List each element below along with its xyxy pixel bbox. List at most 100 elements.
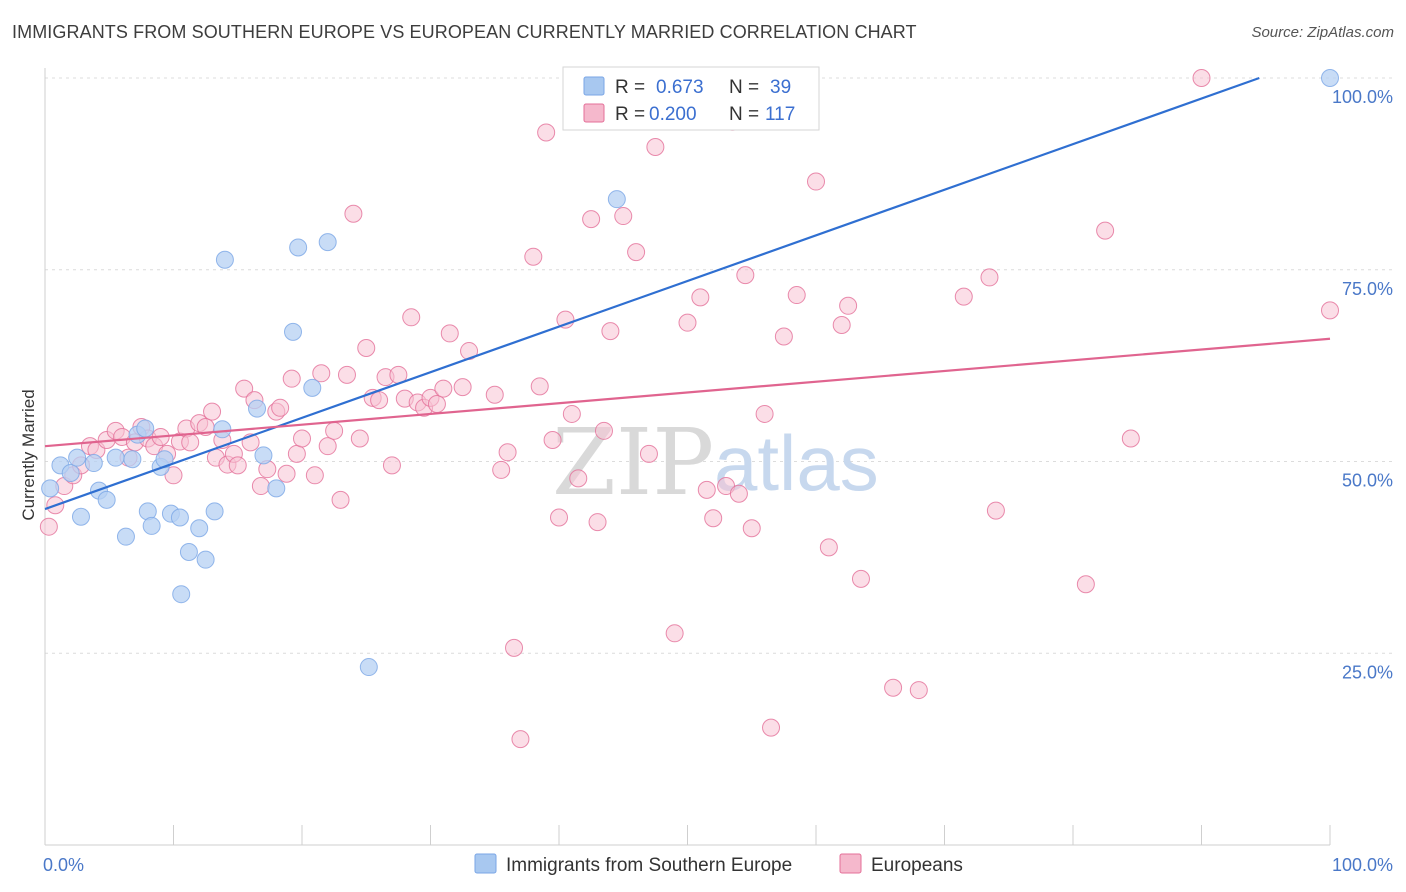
legend-r-label-pink: R =	[615, 104, 645, 125]
y-tick-label-0: 25.0%	[1342, 662, 1393, 682]
point-europeans-61	[440, 324, 459, 343]
legend-n-label-blue: N =	[729, 77, 759, 98]
point-europeans-52	[382, 456, 401, 475]
point-europeans-35	[271, 398, 290, 417]
legend-r-value-blue: 0.673	[656, 77, 704, 98]
point-immigrants-7	[97, 490, 116, 509]
point-europeans-98	[787, 286, 806, 305]
point-europeans-48	[357, 338, 376, 357]
point-europeans-79	[594, 421, 613, 440]
series-legend: Immigrants from Southern Europe European…	[474, 853, 963, 876]
point-europeans-55	[402, 308, 421, 327]
point-europeans-29	[235, 379, 254, 398]
trend-line-immigrants	[44, 76, 1260, 511]
point-europeans-41	[312, 364, 331, 383]
point-immigrants-0	[41, 479, 60, 498]
y-tick-label-1: 50.0%	[1342, 471, 1393, 491]
point-europeans-67	[505, 638, 524, 657]
x-tick-label-1: 100.0%	[1332, 855, 1393, 875]
legend-r-value-pink: 0.200	[649, 104, 697, 125]
point-europeans-50	[370, 391, 389, 410]
legend-n-value-blue: 39	[770, 77, 791, 98]
point-europeans-107	[980, 268, 999, 287]
point-europeans-103	[851, 569, 870, 588]
point-europeans-45	[337, 365, 356, 384]
point-immigrants-4	[71, 507, 90, 526]
point-europeans-44	[331, 490, 350, 509]
point-europeans-113	[1321, 301, 1339, 320]
point-immigrants-10	[123, 450, 142, 469]
point-europeans-70	[530, 377, 549, 396]
tick-labels: 25.0% 50.0% 75.0% 100.0% 0.0% 100.0%	[43, 87, 1393, 875]
point-europeans-40	[305, 466, 324, 485]
point-europeans-94	[742, 519, 761, 538]
point-immigrants-18	[170, 508, 189, 527]
point-europeans-86	[678, 313, 697, 332]
point-immigrants-26	[248, 399, 267, 418]
point-europeans-47	[350, 429, 369, 448]
point-europeans-60	[434, 379, 453, 398]
point-immigrants-30	[289, 238, 308, 257]
point-europeans-69	[524, 247, 543, 266]
point-europeans-64	[485, 385, 504, 404]
y-tick-label-3: 100.0%	[1332, 87, 1393, 107]
point-europeans-106	[954, 287, 973, 306]
point-europeans-83	[639, 444, 658, 463]
point-immigrants-12	[136, 419, 155, 438]
chart-source: Source: ZipAtlas.com	[1251, 24, 1394, 41]
point-europeans-43	[325, 421, 344, 440]
point-immigrants-27	[254, 446, 273, 465]
point-europeans-75	[562, 404, 581, 423]
point-immigrants-9	[116, 527, 135, 546]
point-europeans-111	[1121, 429, 1140, 448]
point-immigrants-31	[303, 378, 322, 397]
x-tick-label-0: 0.0%	[43, 855, 84, 875]
point-europeans-78	[588, 513, 607, 532]
point-europeans-112	[1192, 69, 1211, 87]
bottom-legend-label-pink: Europeans	[871, 855, 963, 876]
point-immigrants-25	[215, 250, 234, 269]
point-immigrants-8	[106, 448, 125, 467]
bottom-legend-label-blue: Immigrants from Southern Europe	[506, 855, 792, 876]
point-immigrants-3	[68, 448, 87, 467]
point-immigrants-28	[267, 479, 286, 498]
point-europeans-100	[819, 538, 838, 557]
point-europeans-66	[498, 443, 517, 462]
point-europeans-104	[884, 678, 903, 697]
legend-swatch-blue	[583, 76, 605, 96]
point-europeans-39	[293, 429, 311, 448]
series-immigrants-southern-europe	[41, 69, 1339, 677]
point-immigrants-29	[284, 322, 303, 341]
point-europeans-59	[427, 394, 446, 413]
point-europeans-73	[550, 508, 568, 527]
point-immigrants-2	[61, 464, 80, 483]
point-europeans-46	[344, 204, 363, 223]
point-europeans-20	[181, 433, 200, 452]
point-europeans-93	[736, 266, 755, 285]
point-europeans-36	[277, 464, 296, 483]
point-europeans-72	[543, 431, 562, 450]
point-immigrants-32	[318, 233, 337, 252]
point-europeans-88	[697, 480, 716, 499]
point-europeans-96	[762, 718, 781, 737]
point-europeans-95	[755, 404, 774, 423]
point-immigrants-14	[142, 516, 161, 535]
legend-swatch-pink	[583, 103, 605, 123]
point-immigrants-23	[205, 502, 224, 521]
point-immigrants-33	[359, 658, 378, 677]
point-europeans-85	[665, 624, 684, 643]
point-europeans-0	[39, 517, 58, 536]
bottom-legend-swatch-blue	[474, 853, 497, 874]
point-immigrants-24	[213, 420, 232, 439]
axes	[44, 68, 1331, 846]
point-immigrants-5	[84, 454, 103, 473]
point-europeans-84	[646, 138, 665, 157]
point-europeans-65	[492, 460, 511, 479]
y-tick-label-2: 75.0%	[1342, 279, 1393, 299]
point-immigrants-22	[196, 550, 215, 569]
point-europeans-62	[453, 378, 472, 397]
point-immigrants-20	[179, 543, 198, 562]
point-europeans-105	[909, 681, 928, 700]
point-europeans-81	[614, 207, 633, 226]
